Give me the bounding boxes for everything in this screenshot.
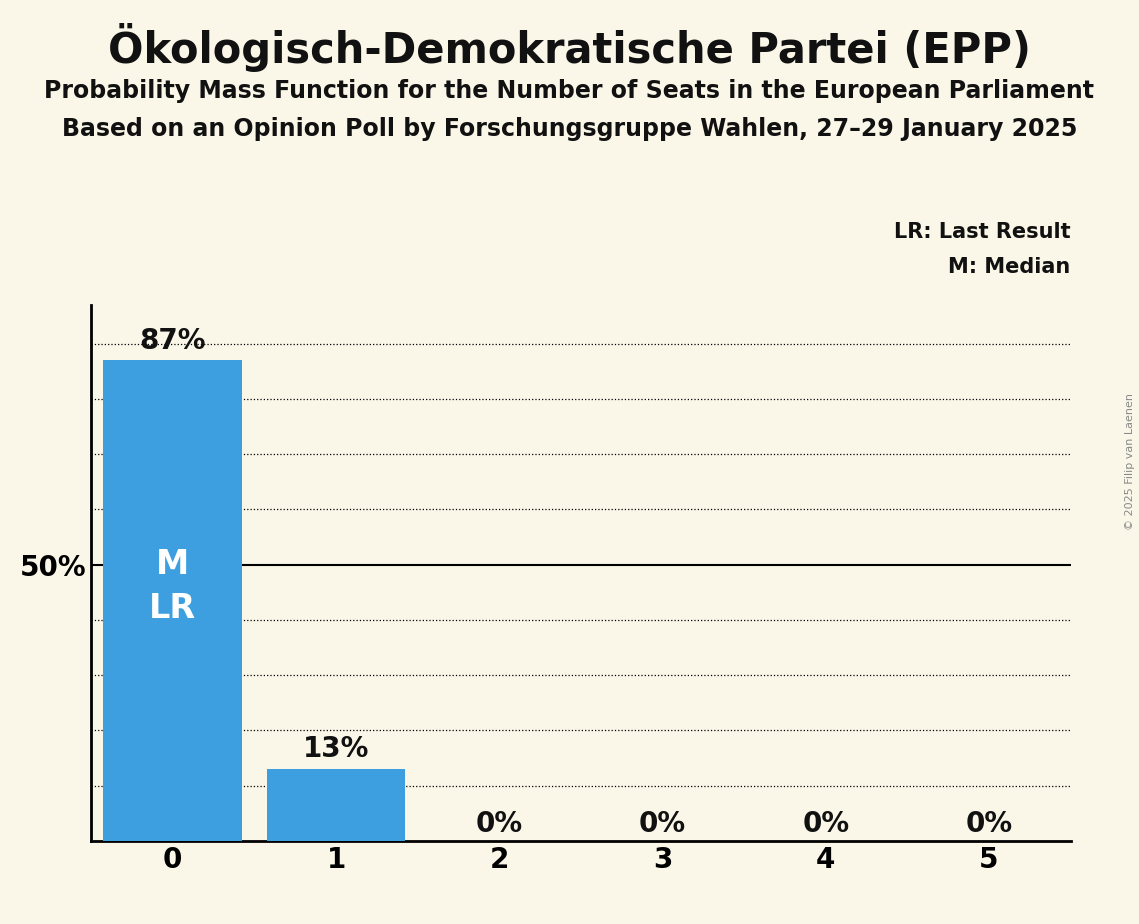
Bar [104,360,243,841]
Text: 0%: 0% [476,810,523,838]
Bar [267,769,405,841]
Text: 13%: 13% [303,736,369,763]
Text: 87%: 87% [139,327,206,355]
Text: M: Median: M: Median [949,257,1071,276]
Text: 0%: 0% [802,810,850,838]
Text: © 2025 Filip van Laenen: © 2025 Filip van Laenen [1125,394,1134,530]
Text: Based on an Opinion Poll by Forschungsgruppe Wahlen, 27–29 January 2025: Based on an Opinion Poll by Forschungsgr… [62,117,1077,141]
Text: Probability Mass Function for the Number of Seats in the European Parliament: Probability Mass Function for the Number… [44,79,1095,103]
Text: 0%: 0% [639,810,686,838]
Text: M
LR: M LR [149,549,196,625]
Text: Ökologisch-Demokratische Partei (EPP): Ökologisch-Demokratische Partei (EPP) [108,23,1031,72]
Text: LR: Last Result: LR: Last Result [894,222,1071,242]
Text: 0%: 0% [966,810,1013,838]
